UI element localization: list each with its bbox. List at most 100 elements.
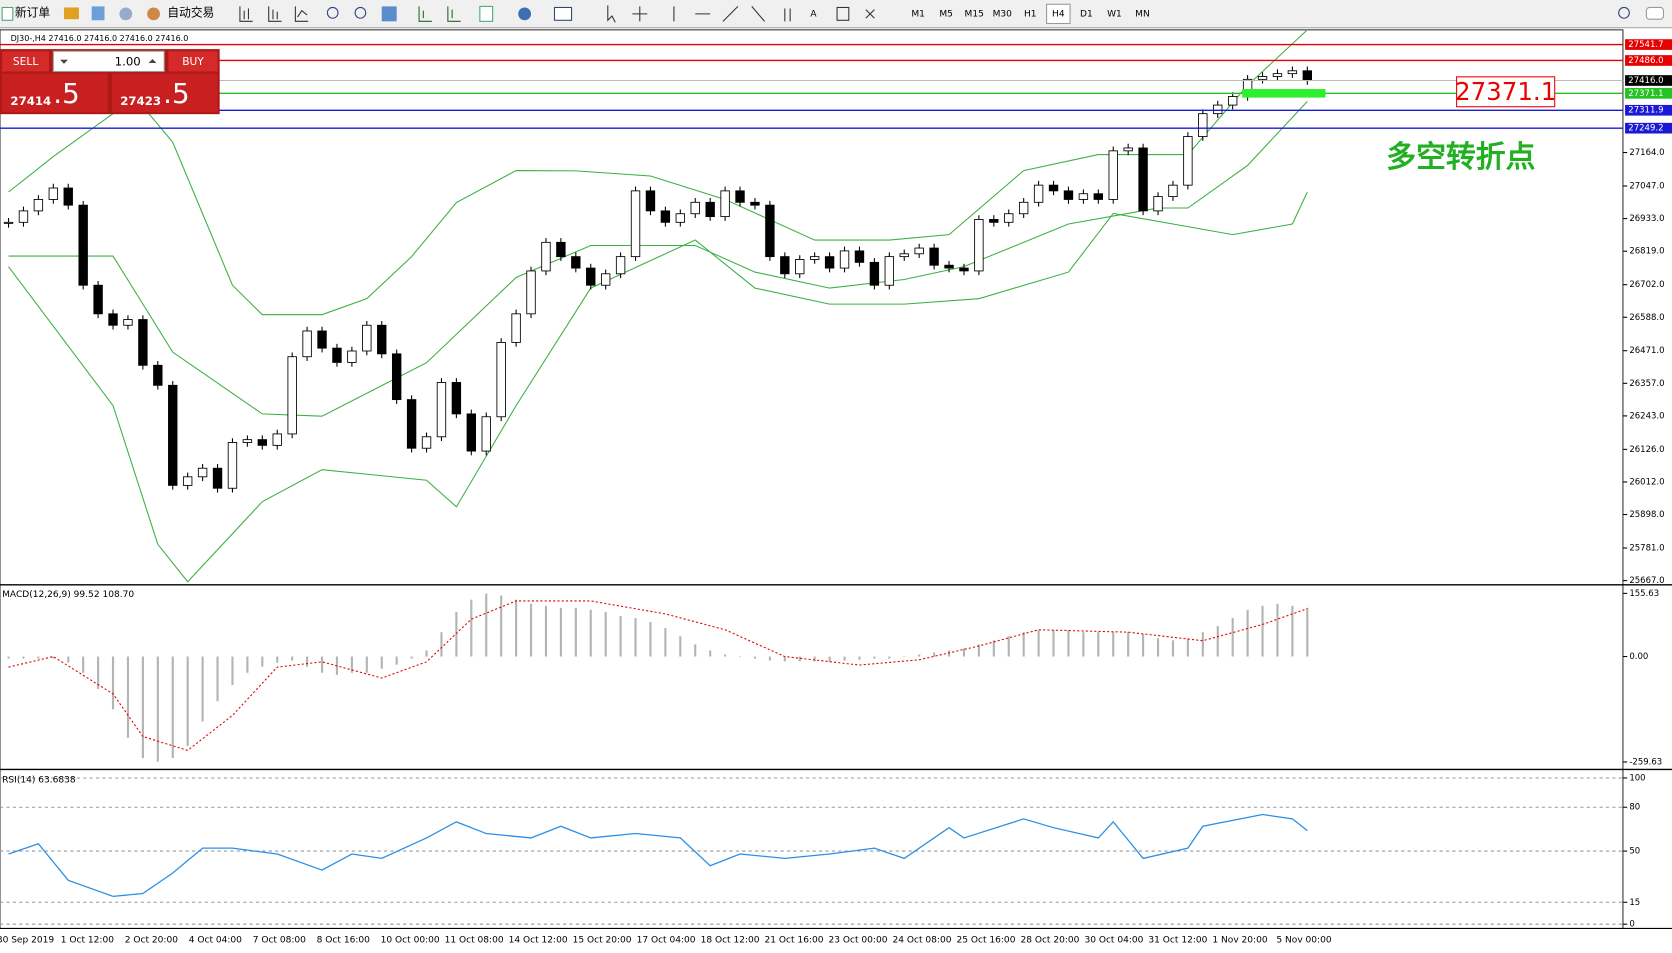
bid-box[interactable] bbox=[2, 73, 108, 113]
macd-bar bbox=[380, 656, 383, 669]
candle bbox=[1198, 113, 1208, 137]
y-tick-label: 25898.0 bbox=[1629, 510, 1664, 520]
y-tick-label: 26243.0 bbox=[1629, 411, 1664, 421]
icon[interactable] bbox=[865, 9, 875, 19]
timeframe[interactable]: M30 bbox=[993, 9, 1013, 19]
candle bbox=[541, 241, 551, 272]
macd-bar bbox=[111, 656, 115, 710]
timeframe[interactable]: MN bbox=[1135, 9, 1150, 19]
candle bbox=[884, 256, 895, 286]
macd-bar bbox=[291, 656, 294, 661]
timeframe[interactable]: M15 bbox=[965, 9, 984, 19]
candle bbox=[1033, 184, 1044, 203]
macd-bar bbox=[246, 656, 249, 673]
ask-main: 27423 bbox=[120, 94, 161, 108]
candle bbox=[899, 253, 909, 258]
macd-bar bbox=[753, 656, 757, 659]
y-tick-label: 15 bbox=[1629, 898, 1640, 908]
y-tick-label: 50 bbox=[1629, 847, 1640, 857]
timeframe[interactable]: M5 bbox=[939, 9, 953, 19]
macd-bar bbox=[664, 628, 667, 657]
candle bbox=[108, 313, 118, 326]
macd-bar bbox=[1231, 617, 1234, 657]
x-tick-label: 14 Oct 12:00 bbox=[509, 936, 568, 946]
candle bbox=[153, 364, 163, 386]
macd-bar bbox=[843, 656, 846, 661]
y-tick-label: 25667.0 bbox=[1629, 576, 1664, 586]
volume[interactable]: 1.00 bbox=[115, 54, 141, 68]
icon[interactable] bbox=[381, 6, 397, 22]
chart-area bbox=[0, 29, 1624, 929]
macd-bar bbox=[306, 656, 309, 667]
macd-bar bbox=[186, 656, 189, 746]
icon-text[interactable]: A bbox=[810, 9, 817, 19]
icon[interactable] bbox=[239, 6, 309, 22]
icon[interactable] bbox=[418, 6, 461, 22]
macd-bar bbox=[1067, 630, 1070, 657]
candle bbox=[556, 241, 566, 258]
icon[interactable] bbox=[91, 6, 105, 21]
icon[interactable] bbox=[479, 5, 494, 22]
icon[interactable] bbox=[354, 6, 367, 19]
y-tick-label: 0 bbox=[1629, 920, 1634, 930]
sell-button[interactable] bbox=[2, 51, 50, 72]
icon[interactable] bbox=[119, 7, 133, 21]
icon[interactable] bbox=[326, 6, 339, 19]
icon[interactable] bbox=[147, 7, 160, 21]
timeframe[interactable]: W1 bbox=[1107, 9, 1122, 19]
x-tick-label: 15 Oct 20:00 bbox=[573, 936, 632, 946]
price-level-label: 27371.1 bbox=[1628, 89, 1663, 99]
candle bbox=[1093, 193, 1104, 200]
candle bbox=[496, 341, 506, 418]
timeframe[interactable]: H1 bbox=[1024, 9, 1037, 19]
candle bbox=[929, 247, 939, 266]
candle bbox=[391, 353, 402, 401]
candle bbox=[824, 256, 835, 269]
x-tick-label: 2 Oct 20:00 bbox=[125, 936, 178, 946]
candle bbox=[1257, 76, 1268, 80]
icon[interactable] bbox=[1618, 6, 1630, 19]
icon[interactable] bbox=[1645, 6, 1665, 20]
volume-box[interactable] bbox=[52, 50, 165, 73]
buy-button[interactable] bbox=[168, 51, 218, 72]
icon[interactable] bbox=[518, 7, 532, 21]
macd-bar bbox=[1112, 632, 1115, 657]
macd-bar bbox=[37, 656, 40, 659]
candle bbox=[720, 190, 730, 218]
sell-label[interactable]: SELL bbox=[13, 55, 38, 68]
macd-bar bbox=[903, 656, 906, 658]
timeframe[interactable]: D1 bbox=[1080, 9, 1093, 19]
macd-bar bbox=[1261, 605, 1264, 657]
x-tick-label: 18 Oct 12:00 bbox=[701, 936, 760, 946]
price-level-label: 27486.0 bbox=[1628, 56, 1663, 66]
macd-bar bbox=[1276, 603, 1279, 657]
candle bbox=[197, 467, 208, 478]
y-tick-label: 26819.0 bbox=[1629, 247, 1664, 257]
x-tick-label: 31 Oct 12:00 bbox=[1148, 936, 1207, 946]
icon[interactable] bbox=[836, 6, 850, 21]
spinner[interactable] bbox=[60, 59, 157, 64]
new-order[interactable]: 新订单 bbox=[15, 5, 50, 19]
icon[interactable] bbox=[553, 6, 573, 21]
icon[interactable] bbox=[63, 7, 79, 20]
x-tick-label: 30 Sep 2019 bbox=[0, 936, 54, 946]
timeframe[interactable]: M1 bbox=[911, 9, 925, 19]
macd-bar bbox=[440, 632, 443, 657]
x-tick-label: 17 Oct 04:00 bbox=[637, 936, 696, 946]
bid-main: 27414 bbox=[10, 94, 51, 108]
macd-bar bbox=[694, 644, 697, 657]
y-tick-label: 26012.0 bbox=[1629, 477, 1664, 487]
timeframe[interactable]: H4 bbox=[1052, 9, 1065, 19]
auto-trading[interactable]: 自动交易 bbox=[167, 5, 214, 19]
candle bbox=[1123, 147, 1133, 152]
macd-bar bbox=[7, 656, 10, 659]
x-tick-label: 11 Oct 08:00 bbox=[445, 936, 504, 946]
icon[interactable] bbox=[607, 5, 791, 23]
ask-box[interactable] bbox=[111, 73, 218, 113]
icon[interactable] bbox=[1, 6, 14, 21]
candle bbox=[302, 330, 312, 358]
toolbar bbox=[0, 0, 1672, 28]
candle bbox=[287, 356, 297, 435]
buy-label[interactable]: BUY bbox=[182, 55, 204, 68]
